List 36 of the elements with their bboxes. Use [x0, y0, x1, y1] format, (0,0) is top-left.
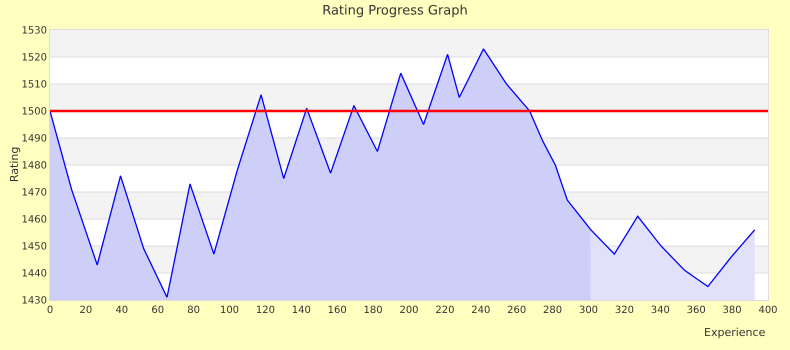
x-tick-label: 300	[578, 305, 598, 316]
y-tick-label: 1490	[22, 134, 47, 144]
x-tick-label: 120	[256, 305, 275, 316]
x-tick-label: 140	[292, 305, 311, 316]
y-axis-title: Rating	[8, 146, 22, 182]
x-tick-label: 400	[758, 305, 778, 316]
y-tick-label: 1510	[22, 80, 47, 90]
x-tick-label: 60	[151, 305, 164, 316]
x-tick-label: 240	[471, 305, 490, 316]
x-tick-label: 280	[543, 305, 562, 316]
line-series	[50, 48, 756, 298]
y-tick-label: 1530	[22, 26, 47, 36]
y-tick-label: 1450	[22, 242, 47, 252]
x-tick-label: 160	[328, 305, 347, 316]
y-tick-label: 1440	[22, 268, 47, 280]
y-tick-label: 1470	[22, 188, 47, 198]
x-tick-label: 100	[220, 305, 240, 316]
x-tick-label: 0	[46, 305, 54, 316]
y-tick-label: 1430	[22, 296, 47, 306]
x-tick-label: 360	[686, 305, 706, 316]
x-tick-label: 20	[80, 305, 92, 316]
x-tick-label: 320	[614, 305, 634, 316]
x-tick-label: 340	[650, 305, 670, 316]
y-tick-label: 1480	[22, 160, 47, 172]
x-tick-label: 80	[187, 305, 200, 316]
x-tick-label: 180	[364, 305, 383, 316]
y-tick-label: 1460	[22, 214, 47, 226]
x-tick-label: 380	[722, 305, 742, 316]
x-tick-label: 40	[115, 305, 128, 316]
y-tick-label: 1520	[22, 52, 47, 64]
x-tick-label: 200	[399, 305, 419, 316]
x-tick-label: 260	[507, 305, 526, 316]
y-tick-label: 1500	[22, 106, 47, 118]
x-axis-title: Experience	[704, 326, 766, 339]
chart-title: Rating Progress Graph	[322, 3, 468, 18]
x-tick-label: 220	[435, 305, 454, 316]
